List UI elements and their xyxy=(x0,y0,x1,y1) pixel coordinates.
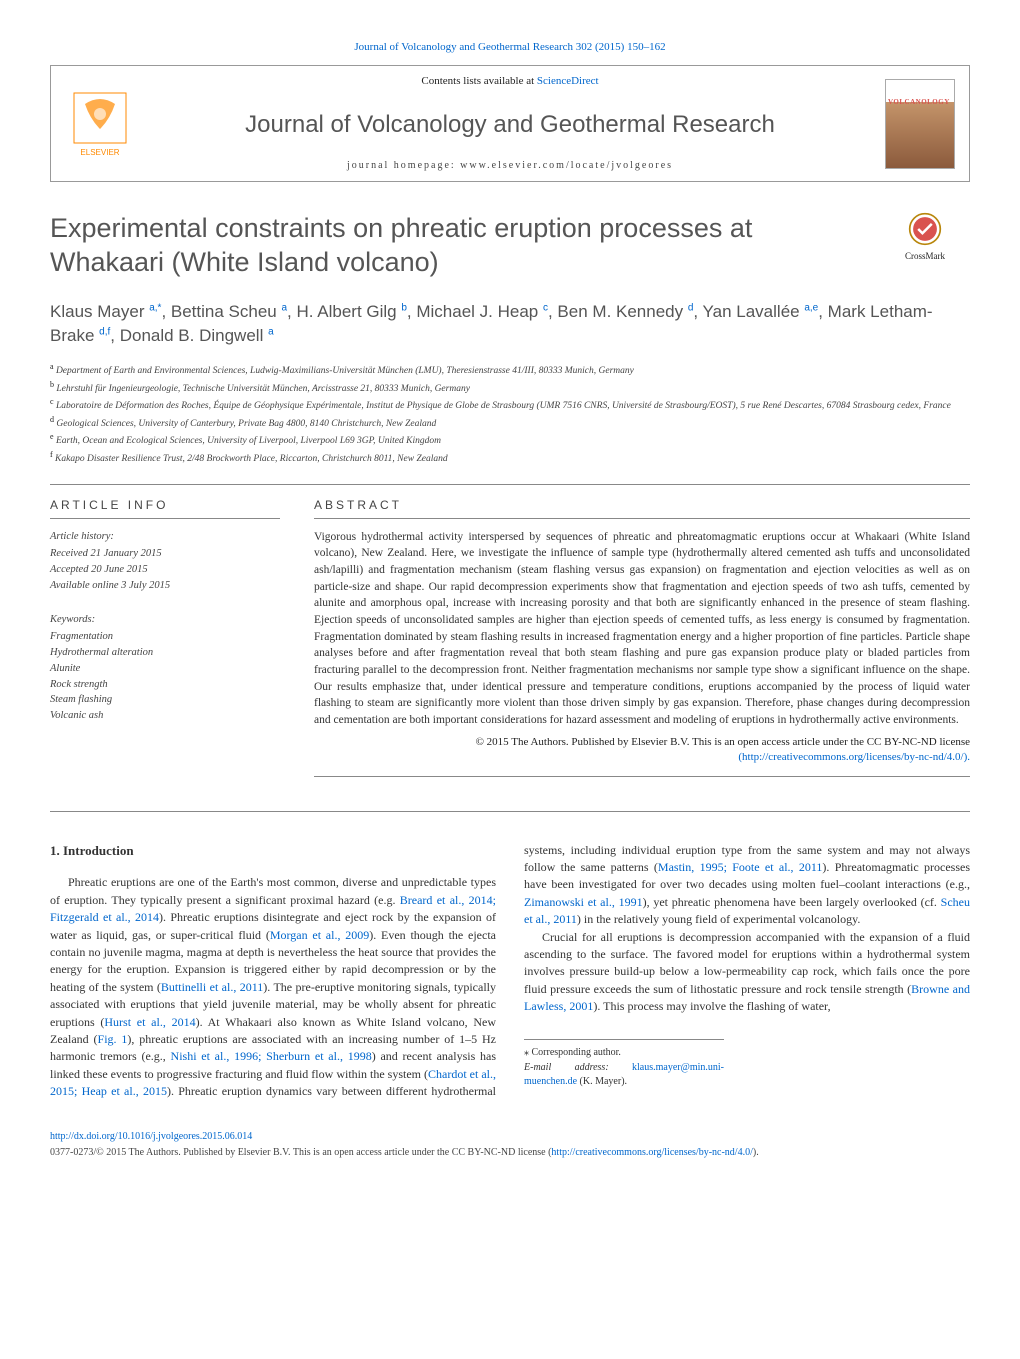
paper-title: Experimental constraints on phreatic eru… xyxy=(50,212,860,280)
copyright-text: 0377-0273/© 2015 The Authors. Published … xyxy=(50,1147,551,1158)
authors-list: Klaus Mayer a,*, Bettina Scheu a, H. Alb… xyxy=(50,300,970,348)
svg-text:ELSEVIER: ELSEVIER xyxy=(80,148,119,157)
header-center: Contents lists available at ScienceDirec… xyxy=(135,74,885,173)
keyword: Hydrothermal alteration xyxy=(50,647,153,658)
copyright-suffix: ). xyxy=(753,1147,759,1158)
affiliation-e: Earth, Ocean and Ecological Sciences, Un… xyxy=(56,436,441,446)
email-label: E-mail address: xyxy=(524,1062,632,1073)
corresponding-author: ⁎ Corresponding author. E-mail address: … xyxy=(524,1039,724,1090)
keywords-label: Keywords: xyxy=(50,612,280,628)
divider xyxy=(50,811,970,812)
crossmark-badge[interactable]: CrossMark xyxy=(880,212,970,262)
journal-homepage[interactable]: journal homepage: www.elsevier.com/locat… xyxy=(135,159,885,173)
journal-header: ELSEVIER Contents lists available at Sci… xyxy=(50,65,970,182)
corresponding-label: ⁎ Corresponding author. xyxy=(524,1046,724,1061)
keyword: Rock strength xyxy=(50,679,108,690)
online-date: Available online 3 July 2015 xyxy=(50,580,170,591)
article-info-block: ARTICLE INFO Article history: Received 2… xyxy=(50,497,280,787)
journal-cover-thumbnail: VOLCANOLOGY xyxy=(885,79,955,169)
history-label: Article history: xyxy=(50,529,280,545)
license-link[interactable]: (http://creativecommons.org/licenses/by-… xyxy=(738,751,970,763)
intro-paragraph-2: Crucial for all eruptions is decompressi… xyxy=(524,929,970,1016)
affiliation-f: Kakapo Disaster Resilience Trust, 2/48 B… xyxy=(55,454,448,464)
article-info-heading: ARTICLE INFO xyxy=(50,497,280,514)
copyright-license-link[interactable]: http://creativecommons.org/licenses/by-n… xyxy=(551,1147,752,1158)
abstract-block: ABSTRACT Vigorous hydrothermal activity … xyxy=(314,497,970,787)
keyword: Steam flashing xyxy=(50,694,112,705)
divider xyxy=(50,484,970,485)
keywords-block: Keywords: Fragmentation Hydrothermal alt… xyxy=(50,612,280,724)
affiliation-d: Geological Sciences, University of Cante… xyxy=(56,419,436,429)
abstract-text: Vigorous hydrothermal activity intersper… xyxy=(314,529,970,729)
license-prefix: © 2015 The Authors. Published by Elsevie… xyxy=(476,736,970,748)
journal-citation[interactable]: Journal of Volcanology and Geothermal Re… xyxy=(50,40,970,55)
email-suffix: (K. Mayer). xyxy=(577,1076,627,1087)
section-heading-intro: 1. Introduction xyxy=(50,842,496,861)
doi-link[interactable]: http://dx.doi.org/10.1016/j.jvolgeores.2… xyxy=(50,1131,252,1142)
sciencedirect-link[interactable]: ScienceDirect xyxy=(537,75,599,87)
affiliation-b: Lehrstuhl für Ingenieurgeologie, Technis… xyxy=(56,384,470,394)
keyword: Fragmentation xyxy=(50,631,113,642)
article-history: Article history: Received 21 January 201… xyxy=(50,529,280,594)
affiliations: a Department of Earth and Environmental … xyxy=(50,361,970,465)
keyword: Alunite xyxy=(50,663,80,674)
journal-title: Journal of Volcanology and Geothermal Re… xyxy=(135,108,885,142)
page-footer: http://dx.doi.org/10.1016/j.jvolgeores.2… xyxy=(50,1130,970,1160)
keyword: Volcanic ash xyxy=(50,710,103,721)
contents-line: Contents lists available at ScienceDirec… xyxy=(135,74,885,89)
abstract-heading: ABSTRACT xyxy=(314,497,970,514)
elsevier-logo: ELSEVIER xyxy=(65,84,135,164)
affiliation-c: Laboratoire de Déformation des Roches, É… xyxy=(56,401,951,411)
accepted-date: Accepted 20 June 2015 xyxy=(50,564,148,575)
received-date: Received 21 January 2015 xyxy=(50,548,162,559)
affiliation-a: Department of Earth and Environmental Sc… xyxy=(56,367,634,377)
contents-prefix: Contents lists available at xyxy=(421,75,536,87)
cover-text: VOLCANOLOGY xyxy=(888,98,950,108)
license-block: © 2015 The Authors. Published by Elsevie… xyxy=(314,735,970,766)
crossmark-label: CrossMark xyxy=(880,250,970,263)
body-text: 1. Introduction Phreatic eruptions are o… xyxy=(50,842,970,1101)
